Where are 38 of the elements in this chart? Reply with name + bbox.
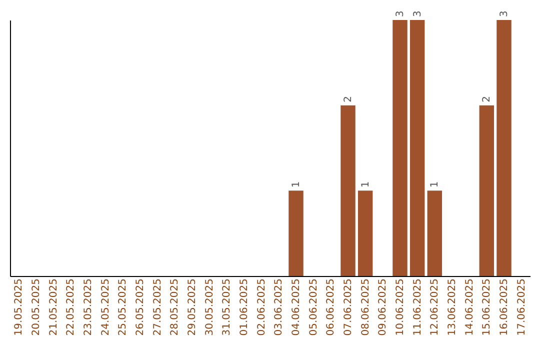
x-tick-label: 16.06.2025 [499, 278, 510, 336]
x-tick-label: 07.06.2025 [343, 278, 354, 336]
x-tick-label: 11.06.2025 [412, 278, 424, 336]
x-tick-label: 10.06.2025 [395, 278, 406, 336]
x-tick-label: 22.05.2025 [66, 278, 77, 336]
x-tick-label: 26.05.2025 [135, 278, 146, 336]
x-tick-label: 03.06.2025 [274, 278, 285, 336]
data-label: 3 [412, 10, 424, 17]
x-tick-label: 12.06.2025 [430, 278, 441, 336]
x-tick-label: 13.06.2025 [447, 278, 458, 336]
x-tick-label: 01.06.2025 [239, 278, 250, 336]
x-tick-label: 14.06.2025 [464, 278, 476, 336]
x-tick-label: 04.06.2025 [291, 278, 302, 336]
x-tick-label: 23.05.2025 [83, 278, 94, 336]
x-tick-label: 02.06.2025 [256, 278, 268, 336]
x-tick-label: 21.05.2025 [48, 278, 60, 336]
x-tick-label: 09.06.2025 [378, 278, 389, 336]
x-tick-label: 20.05.2025 [31, 278, 42, 336]
x-tick-label: 27.05.2025 [152, 278, 164, 336]
data-label: 1 [430, 181, 441, 188]
x-tick-label: 25.05.2025 [118, 278, 129, 336]
x-tick-label: 30.05.2025 [204, 278, 216, 336]
data-label: 3 [395, 10, 406, 17]
data-label: 3 [499, 10, 510, 17]
data-label: 2 [343, 96, 354, 102]
data-label: 2 [482, 96, 493, 102]
x-tick-label: 29.05.2025 [187, 278, 198, 336]
x-tick-label: 28.05.2025 [170, 278, 181, 336]
x-tick-label: 15.06.2025 [482, 278, 493, 336]
x-tick-label: 08.06.2025 [360, 278, 372, 336]
x-tick-label: 19.05.2025 [14, 278, 25, 336]
x-tick-label: 24.05.2025 [100, 278, 112, 336]
x-tick-label: 05.06.2025 [308, 278, 320, 336]
x-tick-label: 06.06.2025 [326, 278, 337, 336]
data-label: 1 [360, 181, 372, 188]
data-label: 1 [291, 181, 302, 188]
x-tick-label: 31.05.2025 [222, 278, 233, 336]
x-tick-label: 17.06.2025 [516, 278, 528, 336]
